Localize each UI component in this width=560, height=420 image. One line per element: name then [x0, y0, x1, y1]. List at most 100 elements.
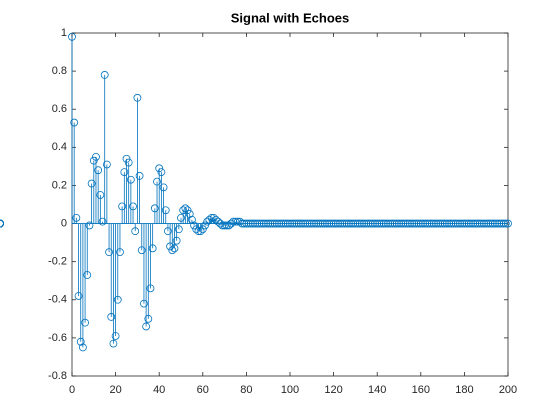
y-tick-label: -0.6 [48, 332, 67, 344]
stem-marker [249, 219, 257, 228]
stem-marker [187, 215, 196, 224]
stem-marker [429, 219, 438, 228]
stem-marker [290, 219, 299, 228]
stem-marker [334, 219, 342, 228]
stem-marker [351, 219, 360, 228]
stem-marker [124, 158, 133, 167]
x-tick-label: 60 [197, 384, 209, 396]
stem-marker [484, 219, 493, 228]
stem-marker [179, 206, 188, 215]
stem-marker [375, 219, 384, 228]
stem-marker [432, 219, 440, 228]
x-tick-label: 180 [455, 384, 473, 396]
stem-marker [137, 246, 146, 255]
stem-marker [196, 227, 205, 236]
stem-marker [495, 219, 504, 228]
stem-marker [299, 219, 307, 228]
stem-marker [397, 219, 406, 228]
stem-marker [419, 219, 427, 228]
stem-marker [314, 219, 323, 228]
stem-marker [259, 219, 268, 228]
stem-marker [87, 179, 96, 188]
stem-marker [268, 219, 277, 228]
y-tick-label: 1 [61, 27, 67, 39]
stem-marker [107, 313, 116, 321]
stem-marker [218, 221, 227, 230]
stem-marker [384, 219, 393, 228]
stem-marker [283, 219, 292, 228]
stem-marker [72, 213, 81, 222]
stem-marker [303, 219, 312, 228]
stem-marker [279, 219, 288, 228]
stem-marker [386, 219, 395, 228]
stem-marker [362, 219, 371, 228]
stem-marker [100, 71, 109, 79]
stem-marker [177, 213, 185, 222]
stem-marker [310, 219, 318, 228]
stem-marker [238, 219, 246, 228]
stem-marker [342, 219, 351, 228]
stem-marker [358, 219, 366, 228]
stem-marker [74, 292, 83, 300]
stem-marker [253, 219, 262, 228]
stem-marker [445, 219, 454, 228]
stem-marker [159, 183, 168, 192]
stem-marker [275, 219, 284, 228]
stem-marker [340, 219, 349, 228]
stem-marker [266, 219, 275, 228]
stem-marker [257, 219, 266, 228]
stem-marker [491, 219, 499, 228]
stem-marker [94, 166, 103, 175]
stem-marker [113, 295, 122, 304]
stem-marker [244, 219, 253, 228]
stem-marker [205, 215, 214, 224]
stem-marker [225, 221, 233, 230]
stem-marker [68, 32, 76, 41]
stem-marker [255, 219, 264, 228]
stem-marker [447, 219, 456, 228]
stem-marker [150, 204, 159, 213]
stem-marker [0, 219, 4, 228]
stem-marker [146, 284, 155, 293]
stem-marker [410, 219, 419, 228]
stem-marker [172, 236, 181, 245]
stem-marker [347, 219, 355, 228]
stem-marker [501, 219, 510, 228]
stem-marker [482, 219, 491, 228]
stem-marker [170, 244, 179, 253]
stem-marker [157, 168, 166, 177]
stem-marker [246, 219, 255, 228]
stem-marker [164, 227, 172, 236]
stem-marker [456, 219, 464, 228]
stem-marker [364, 219, 373, 228]
stem-marker [377, 219, 386, 228]
stem-marker [192, 225, 201, 234]
stem-marker [85, 221, 94, 230]
stem-marker [392, 219, 401, 228]
y-tick-label: -0.4 [48, 294, 67, 306]
stem-marker [443, 219, 451, 228]
stem-marker [353, 219, 362, 228]
y-tick-label: 0.8 [52, 65, 67, 77]
stem-marker [355, 219, 364, 228]
stem-marker [453, 219, 462, 228]
y-tick-label: 0.2 [52, 179, 67, 191]
stem-marker [499, 219, 508, 228]
stem-marker [493, 219, 502, 228]
stem-marker [262, 219, 270, 228]
stem-marker [120, 168, 129, 177]
stem-marker [316, 219, 325, 228]
stem-marker [325, 219, 334, 228]
stem-marker [307, 219, 316, 228]
stem-marker [96, 191, 105, 199]
stem-marker [486, 219, 495, 228]
stem-marker [109, 339, 118, 348]
stem-marker [102, 160, 111, 169]
stem-marker [451, 219, 460, 228]
stem-marker [473, 219, 482, 228]
stem-marker [185, 210, 194, 218]
stem-marker [273, 219, 281, 228]
stem-marker [323, 219, 331, 228]
y-tick-label: -0.2 [48, 256, 67, 268]
stem-marker [405, 219, 414, 228]
